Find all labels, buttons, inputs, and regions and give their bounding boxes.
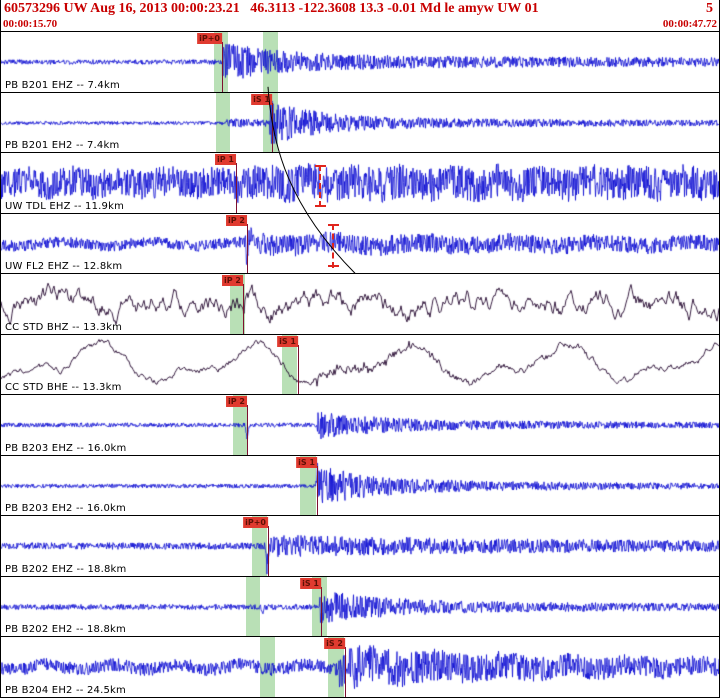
station-label: UW FL2 EHZ -- 12.8km (5, 261, 123, 273)
trace-row[interactable]: iS 2 PB B204 EH2 -- 24.5km (1, 637, 719, 698)
trace-row[interactable]: iP+0 PB B202 EHZ -- 18.8km (1, 516, 719, 577)
pick-flag[interactable]: iS 2 (324, 638, 345, 650)
unassociated-pick-line[interactable] (315, 165, 326, 208)
pick-time-line[interactable] (272, 102, 273, 153)
trace-row[interactable]: iS 1 CC STD BHE -- 13.3km (1, 334, 719, 396)
waveform-canvas[interactable] (1, 455, 719, 516)
trace-row[interactable]: iS 1 PB B202 EH2 -- 18.8km (1, 576, 719, 638)
station-label: PB B203 EH2 -- 16.0km (5, 503, 126, 515)
pick-uncertainty-tick (328, 265, 339, 268)
trace-row[interactable]: iP 1 UW TDL EHZ -- 11.9km (1, 153, 719, 214)
pick-flag[interactable]: iS 1 (300, 577, 321, 589)
unassociated-pick-line[interactable] (328, 223, 339, 268)
station-label: PB B203 EHZ -- 16.0km (5, 442, 127, 454)
event-header: 60573296 UW Aug 16, 2013 00:00:23.21 46.… (1, 0, 719, 18)
trace-row[interactable]: iP 2 PB B203 EHZ -- 16.0km (1, 395, 719, 456)
station-label: PB B204 EH2 -- 24.5km (5, 685, 126, 697)
pick-flag[interactable]: iS 1 (296, 456, 317, 468)
pick-time-line[interactable] (247, 405, 248, 455)
waveform-canvas[interactable] (1, 516, 719, 576)
pick-time-line[interactable] (222, 42, 223, 92)
pick-flag[interactable]: iP+0 (243, 517, 268, 529)
trace-row[interactable]: iP 2 CC STD BHZ -- 13.3km (1, 274, 719, 335)
station-label: PB B202 EHZ -- 18.8km (5, 563, 127, 575)
waveform-canvas[interactable] (1, 637, 719, 698)
pick-flag[interactable]: iP 1 (215, 154, 236, 166)
pick-flag[interactable]: iP 2 (222, 275, 243, 287)
trace-row[interactable]: iP+0 PB B201 EHZ -- 7.4km (1, 32, 719, 93)
pick-uncertainty-tick (315, 165, 326, 168)
waveform-canvas[interactable] (1, 92, 719, 153)
trace-row[interactable]: iS 1 PB B201 EH2 -- 7.4km (1, 92, 719, 154)
pick-time-line[interactable] (317, 465, 318, 516)
pick-time-line[interactable] (268, 526, 269, 576)
pick-flag[interactable]: iP+0 (197, 33, 222, 44)
window-start-time: 00:00:15.70 (3, 18, 58, 30)
event-summary: 60573296 UW Aug 16, 2013 00:00:23.21 46.… (4, 1, 539, 16)
pick-time-line[interactable] (298, 344, 299, 395)
trace-area: iP+0 PB B201 EHZ -- 7.4km iS 1 PB B201 E… (1, 31, 719, 698)
trace-row[interactable]: iS 1 PB B203 EH2 -- 16.0km (1, 455, 719, 517)
pick-time-line[interactable] (236, 163, 237, 213)
waveform-canvas[interactable] (1, 153, 719, 213)
station-label: PB B201 EHZ -- 7.4km (5, 79, 120, 91)
trace-row[interactable]: iP 2 UW FL2 EHZ -- 12.8km (1, 213, 719, 275)
pick-flag[interactable]: iP 2 (226, 396, 247, 408)
waveform-canvas[interactable] (1, 395, 719, 455)
station-label: CC STD BHE -- 13.3km (5, 382, 122, 394)
event-version: 5 (706, 1, 713, 16)
pick-time-line[interactable] (321, 586, 322, 637)
station-label: PB B202 EH2 -- 18.8km (5, 624, 126, 636)
time-window-bar: 00:00:15.70 00:00:47.72 (1, 18, 719, 31)
pick-uncertainty-tick (315, 204, 326, 207)
pick-flag[interactable]: iP 2 (226, 214, 247, 226)
station-label: PB B201 EH2 -- 7.4km (5, 140, 120, 152)
waveform-canvas[interactable] (1, 274, 719, 334)
waveform-canvas[interactable] (1, 576, 719, 637)
pick-flag[interactable]: iS 1 (277, 335, 298, 347)
pick-time-line[interactable] (247, 223, 248, 274)
window-end-time: 00:00:47.72 (662, 18, 717, 30)
station-label: UW TDL EHZ -- 11.9km (5, 200, 125, 212)
pick-time-line[interactable] (345, 647, 346, 698)
pick-flag[interactable]: iS 1 (251, 93, 272, 105)
waveform-canvas[interactable] (1, 32, 719, 92)
station-label: CC STD BHZ -- 13.3km (5, 321, 123, 333)
waveform-canvas[interactable] (1, 334, 719, 395)
pick-uncertainty-tick (328, 223, 339, 226)
waveform-canvas[interactable] (1, 213, 719, 274)
pick-time-line[interactable] (243, 284, 244, 334)
